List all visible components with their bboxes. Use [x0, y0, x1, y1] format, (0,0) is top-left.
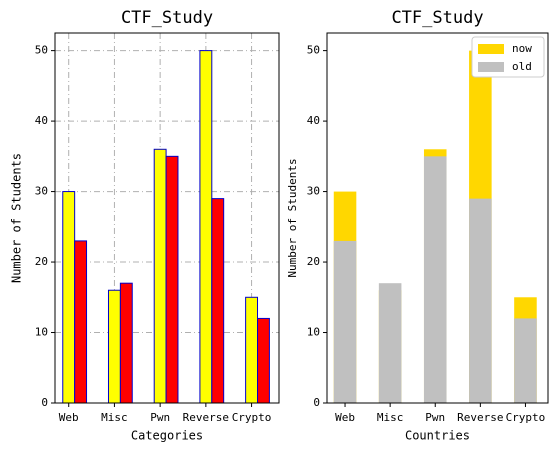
legend-swatch	[478, 44, 504, 54]
x-tick-label: Reverse	[183, 411, 229, 424]
bar	[469, 198, 492, 403]
legend-swatch	[478, 62, 504, 72]
x-tick-label: Crypto	[232, 411, 272, 424]
x-tick-label: Web	[335, 411, 355, 424]
bar	[62, 191, 76, 404]
bar	[333, 240, 357, 403]
bar	[423, 156, 447, 403]
y-tick-label: 10	[307, 326, 320, 339]
y-tick-label: 50	[35, 44, 48, 57]
y-tick-label: 40	[35, 114, 48, 127]
plot-frame	[54, 32, 280, 404]
x-tick-label: Pwn	[425, 411, 445, 424]
y-axis-label: Number of Students	[286, 158, 299, 277]
bar	[514, 318, 537, 403]
x-tick-label: Misc	[101, 411, 128, 424]
y-tick-label: 0	[41, 396, 48, 409]
bar	[257, 317, 270, 404]
bar	[199, 50, 213, 404]
bar	[245, 296, 259, 404]
x-tick-label: Reverse	[457, 411, 503, 424]
bar	[211, 198, 225, 404]
bar	[378, 283, 402, 403]
y-axis-label: Number of Students	[10, 153, 24, 283]
chart-title: CTF_Study	[391, 8, 483, 28]
legend-label: now	[512, 42, 532, 55]
plot-frame	[326, 32, 549, 404]
x-tick-label: Pwn	[150, 411, 170, 424]
y-tick-label: 20	[35, 255, 48, 268]
x-axis-label: Categories	[131, 429, 203, 443]
y-tick-label: 10	[35, 326, 48, 339]
chart-title: CTF_Study	[121, 8, 213, 28]
x-tick-label: Misc	[377, 411, 404, 424]
x-tick-label: Web	[59, 411, 79, 424]
y-tick-label: 30	[307, 185, 320, 198]
bar	[119, 282, 133, 404]
bar	[107, 289, 121, 404]
y-tick-label: 50	[307, 44, 320, 57]
legend-label: old	[512, 60, 532, 73]
y-tick-label: 30	[35, 185, 48, 198]
bar	[165, 155, 179, 404]
y-tick-label: 20	[307, 255, 320, 268]
x-axis-label: Countries	[405, 429, 470, 443]
bar	[74, 240, 88, 404]
y-tick-label: 40	[307, 114, 320, 127]
y-tick-label: 0	[313, 396, 320, 409]
bar	[153, 148, 167, 404]
x-tick-label: Crypto	[506, 411, 546, 424]
